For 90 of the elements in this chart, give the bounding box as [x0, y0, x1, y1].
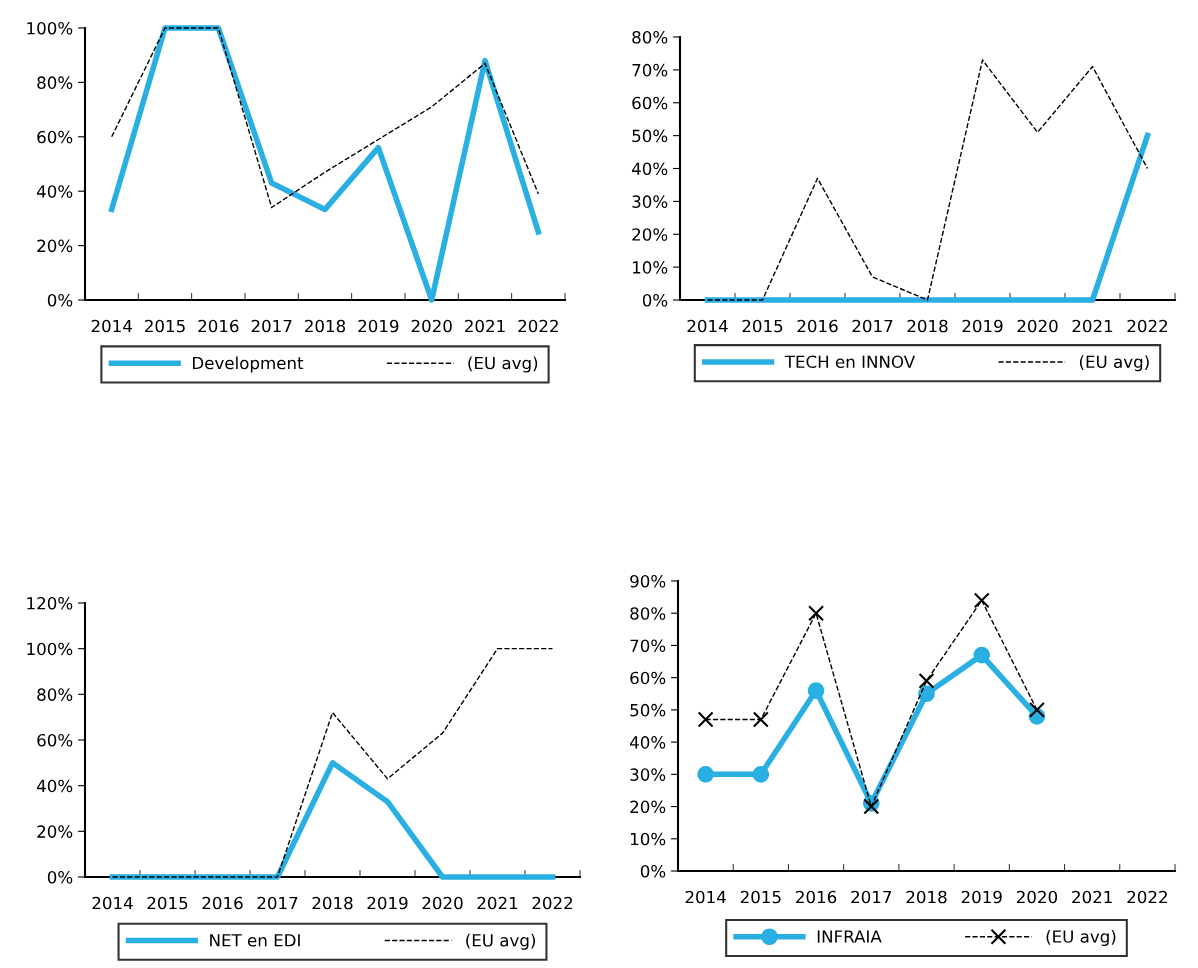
x-tick-label: 2018	[305, 319, 346, 333]
point	[752, 711, 769, 728]
y-tick-label: 30%	[630, 768, 666, 781]
point	[973, 646, 991, 664]
x-tick-label: 2018	[906, 890, 947, 904]
x-tick-label: 2017	[852, 319, 893, 333]
y-tick-label: 50%	[630, 703, 666, 717]
y-tick-label: 40%	[631, 162, 668, 176]
x-tick-label: 2022	[1127, 890, 1167, 904]
x-tick-label: 2018	[312, 896, 353, 910]
x-tick-label: 2014	[92, 896, 133, 910]
y-tick-label: 0%	[47, 870, 73, 884]
x-tick-label: 2016	[797, 319, 838, 333]
x-tick-label: 2015	[145, 319, 185, 333]
x-tick-label: 2016	[202, 896, 243, 910]
x-tick-label: 2015	[742, 319, 783, 333]
x-tick-label: 2021	[477, 896, 518, 910]
x-tick-label: 2020	[1017, 319, 1058, 333]
x-tick-label: 2021	[465, 319, 505, 333]
y-tick-label: 40%	[629, 736, 666, 749]
point	[918, 685, 935, 703]
y-tick-label: 30%	[632, 195, 668, 208]
y-tick-label: 70%	[630, 639, 666, 653]
x-tick-label: 2018	[907, 319, 948, 333]
y-tick-label: 40%	[36, 185, 73, 198]
y-tick-label: 50%	[632, 129, 668, 143]
x-tick-label: 2020	[411, 319, 452, 333]
y-tick-label: 40%	[36, 779, 73, 793]
point	[918, 672, 935, 689]
point	[973, 592, 990, 609]
point	[697, 711, 714, 728]
legend-label: (EU avg)	[466, 933, 536, 950]
x-tick-label: 2022	[532, 896, 573, 910]
line-series	[706, 59, 1149, 301]
x-tick-label: 2017	[251, 319, 292, 333]
point	[808, 605, 825, 622]
x-tick-label: 2017	[851, 890, 892, 904]
x-tick-label: 2020	[1016, 890, 1058, 904]
y-tick-label: 20%	[632, 228, 668, 241]
y-tick-label: 0%	[640, 864, 666, 878]
x-tick-label: 2014	[91, 319, 132, 333]
point	[807, 682, 825, 699]
x-tick-label: 2015	[740, 890, 781, 904]
point	[697, 765, 714, 783]
y-tick-label: 60%	[37, 733, 73, 747]
x-tick-label: 2021	[1072, 890, 1112, 904]
y-tick-label: 120%	[27, 596, 73, 610]
y-tick-label: 70%	[632, 63, 668, 77]
legend-label: (EU avg)	[1079, 355, 1149, 372]
y-tick-label: 90%	[630, 574, 666, 588]
x-tick-label: 2014	[687, 319, 728, 333]
x-tick-label: 2022	[1127, 319, 1168, 333]
x-tick-label: 2017	[257, 896, 298, 910]
y-tick-label: 20%	[630, 800, 666, 814]
legend-label: (EU avg)	[468, 356, 538, 373]
y-tick-label: 10%	[630, 832, 666, 846]
y-tick-label: 20%	[37, 825, 73, 838]
y-tick-label: 80%	[630, 607, 666, 620]
y-tick-label: 60%	[630, 671, 666, 685]
y-tick-label: 100%	[27, 642, 73, 656]
x-tick-label: 2019	[962, 319, 1003, 333]
x-tick-label: 2020	[422, 896, 463, 910]
line-series	[110, 27, 540, 209]
x-tick-label: 2015	[147, 896, 188, 910]
y-tick-label: 60%	[632, 96, 668, 110]
y-tick-label: 80%	[632, 30, 668, 44]
x-tick-label: 2019	[961, 890, 1002, 904]
y-tick-label: 0%	[642, 293, 668, 307]
x-tick-label: 2021	[1072, 319, 1113, 333]
x-tick-label: 2016	[198, 319, 239, 333]
x-tick-label: 2022	[518, 319, 558, 333]
y-tick-label: 80%	[37, 76, 73, 89]
point	[1028, 701, 1045, 718]
y-tick-label: 80%	[37, 688, 73, 701]
legend-label: NET en EDI	[210, 934, 300, 947]
x-tick-label: 2016	[796, 890, 837, 904]
x-tick-label: 2019	[367, 896, 408, 910]
legend-label: (EU avg)	[1046, 929, 1116, 947]
line-series	[111, 647, 554, 878]
y-tick-label: 0%	[47, 293, 73, 307]
point	[752, 765, 770, 783]
x-tick-label: 2014	[685, 890, 726, 904]
y-tick-label: 60%	[37, 130, 73, 144]
legend-label: TECH en INNOV	[784, 355, 916, 369]
legend-label: INFRAIA	[817, 930, 882, 943]
y-tick-label: 20%	[37, 239, 73, 253]
y-tick-label: 10%	[632, 261, 668, 274]
y-tick-label: 100%	[27, 21, 73, 35]
legend-label: Development	[193, 356, 304, 373]
x-tick-label: 2019	[358, 319, 399, 333]
